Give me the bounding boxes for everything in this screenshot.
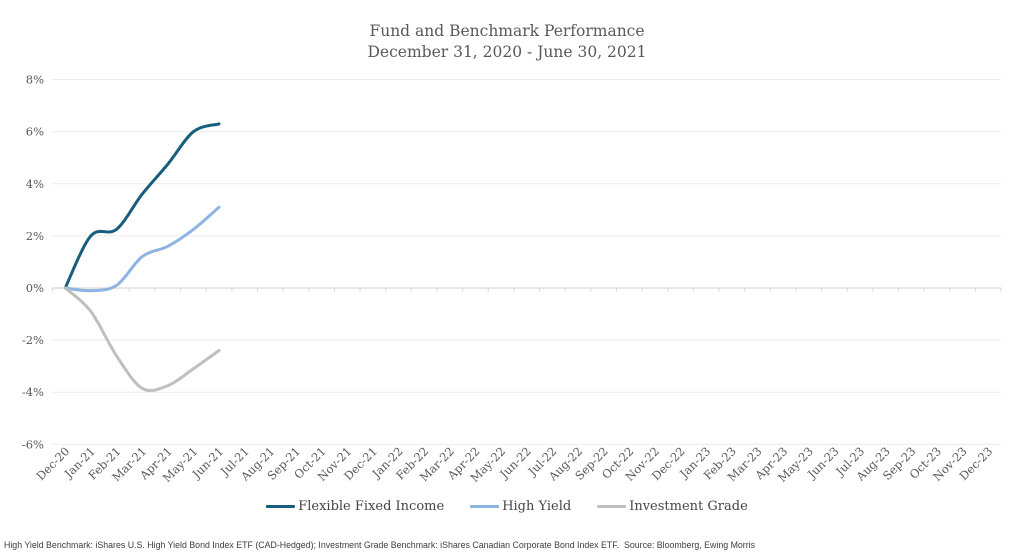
y-axis-tick-label: 4% <box>26 177 44 191</box>
legend-swatch-high-yield <box>470 505 500 508</box>
legend-item-high-yield: High Yield <box>470 499 571 514</box>
y-axis-tick-label: 2% <box>26 229 44 243</box>
legend-label-flexible-fixed-income: Flexible Fixed Income <box>298 499 445 514</box>
chart-title-line2: December 31, 2020 - June 30, 2021 <box>367 43 647 61</box>
y-axis-tick-label: -6% <box>22 437 44 451</box>
legend-label-high-yield: High Yield <box>502 499 572 514</box>
chart-title-line1: Fund and Benchmark Performance <box>369 22 645 40</box>
legend-item-investment-grade: Investment Grade <box>597 499 748 514</box>
legend: Flexible Fixed Income High Yield Investm… <box>0 499 1014 514</box>
legend-swatch-flexible-fixed-income <box>266 505 296 508</box>
series-line-investment-grade <box>63 286 221 393</box>
series-line-flexible-fixed-income <box>63 122 221 290</box>
legend-label-investment-grade: Investment Grade <box>629 499 748 514</box>
legend-swatch-investment-grade <box>597 505 627 508</box>
y-axis-tick-label: 6% <box>26 125 44 139</box>
chart-title: Fund and Benchmark Performance December … <box>0 21 1014 63</box>
y-axis-tick-label: 0% <box>26 281 44 295</box>
y-axis-tick-label: -2% <box>22 333 44 347</box>
y-axis-tick-label: -4% <box>22 385 44 399</box>
series-line-high-yield <box>63 205 221 293</box>
y-axis-tick-label: 8% <box>26 73 44 87</box>
source-note: High Yield Benchmark: iShares U.S. High … <box>4 540 756 550</box>
legend-item-flexible-fixed-income: Flexible Fixed Income <box>266 499 444 514</box>
